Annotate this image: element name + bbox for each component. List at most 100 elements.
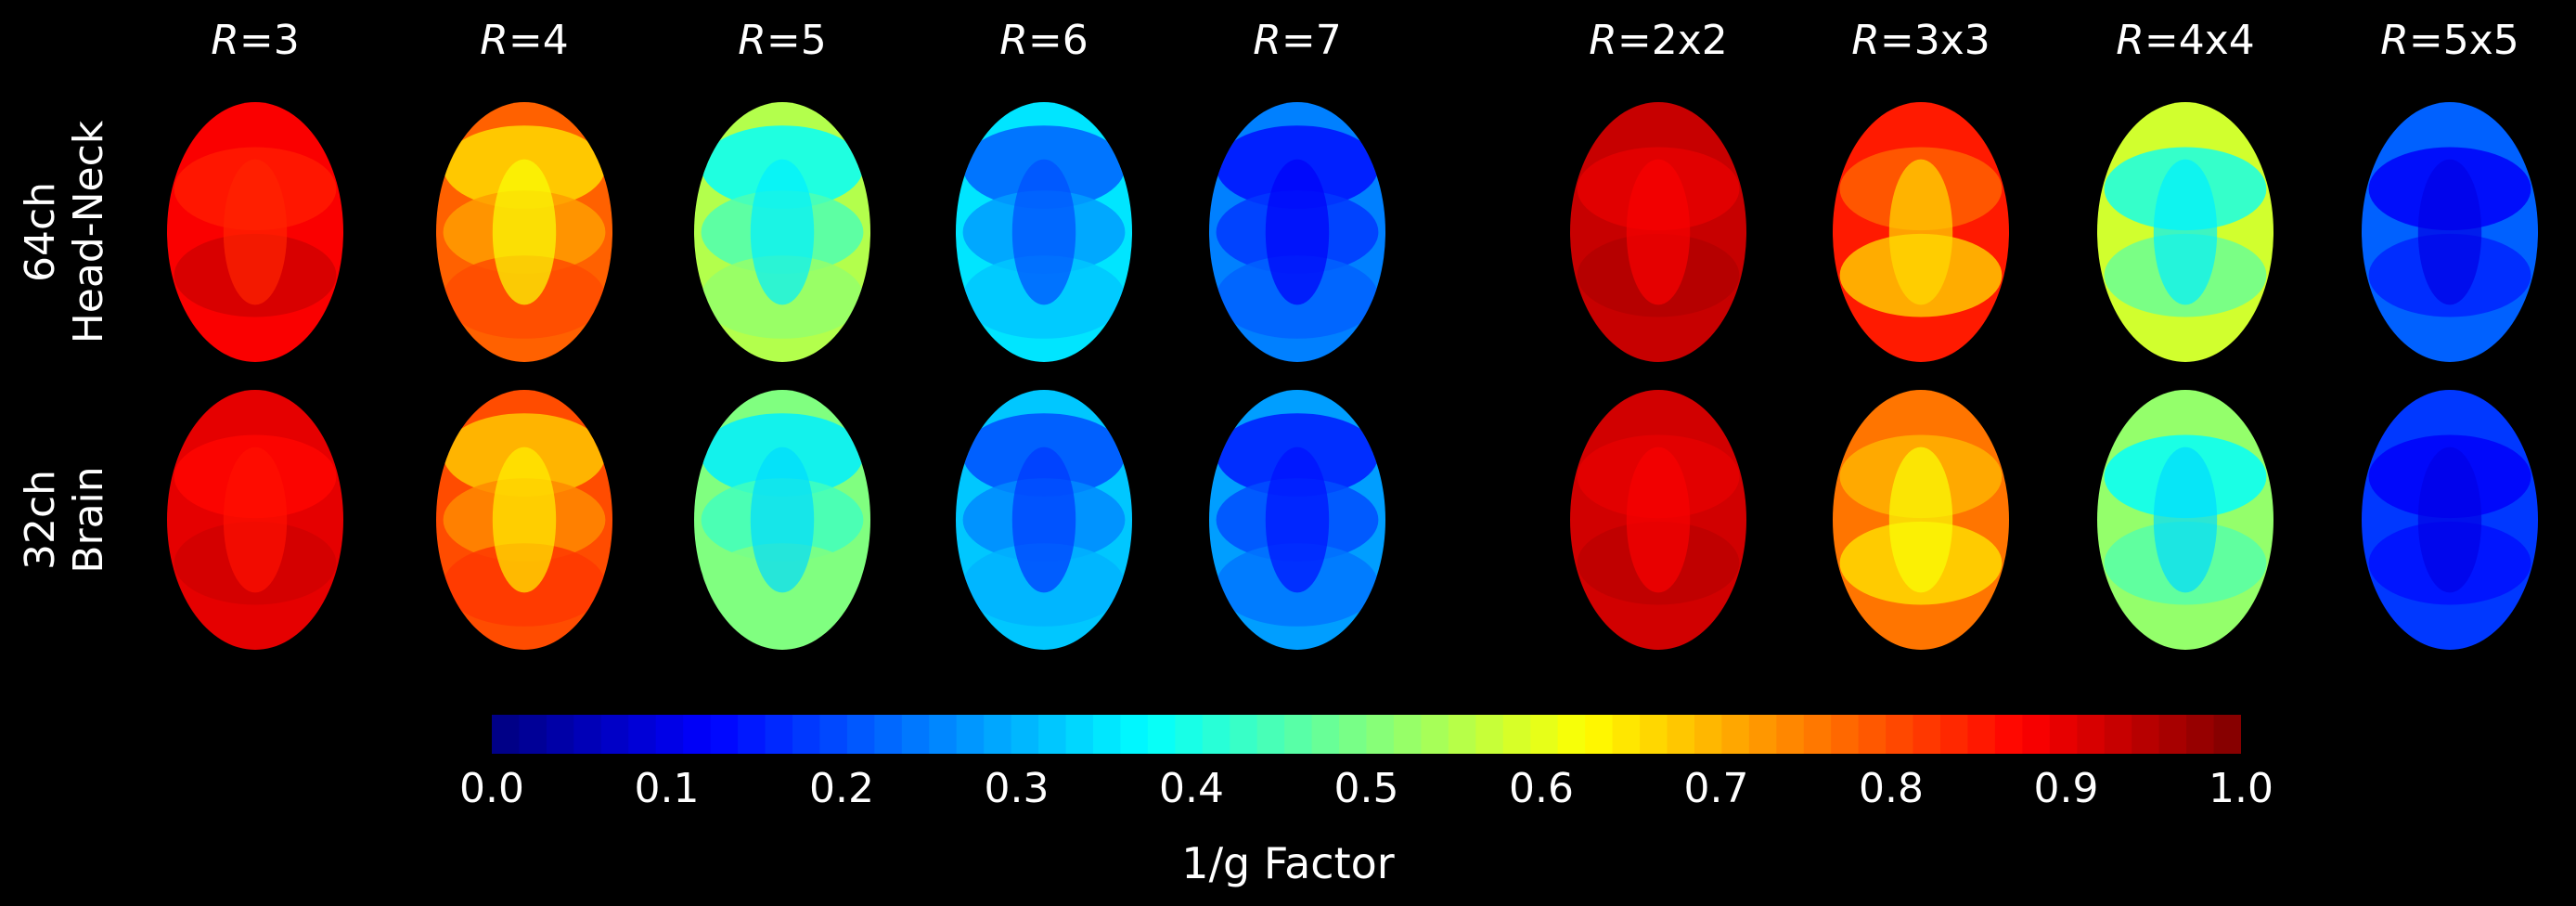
colorbar-segment xyxy=(1913,715,1941,754)
colorbar-tick-label: 0.5 xyxy=(1333,765,1399,812)
gfactor-map xyxy=(2362,390,2538,650)
colorbar-segment xyxy=(846,715,875,754)
gfactor-map xyxy=(1570,390,1746,650)
gfactor-map xyxy=(1570,102,1746,362)
colorbar-tick-label: 0.2 xyxy=(809,765,874,812)
colorbar-segment xyxy=(1175,715,1204,754)
map-core xyxy=(1265,447,1330,593)
map-core xyxy=(2153,447,2218,593)
colorbar-segment xyxy=(1393,715,1422,754)
colorbar-tick-label: 0.7 xyxy=(1683,765,1749,812)
colorbar-segment xyxy=(1339,715,1368,754)
gfactor-map xyxy=(2097,102,2273,362)
gfactor-map xyxy=(956,390,1132,650)
column-label: R=2x2 xyxy=(1589,17,1728,64)
colorbar-segment xyxy=(2049,715,2078,754)
column-label: R=6 xyxy=(999,17,1088,64)
gfactor-map xyxy=(1833,102,2009,362)
map-core xyxy=(1265,159,1330,305)
map-core xyxy=(750,447,815,593)
colorbar-segment xyxy=(1994,715,2023,754)
colorbar-segment xyxy=(1311,715,1340,754)
gfactor-map xyxy=(2362,102,2538,362)
colorbar-segment xyxy=(874,715,903,754)
colorbar-segment xyxy=(819,715,848,754)
colorbar-segment xyxy=(655,715,684,754)
colorbar-segment xyxy=(628,715,657,754)
colorbar-tick-label: 0.8 xyxy=(1859,765,1924,812)
map-core xyxy=(2417,159,2482,305)
colorbar-segment xyxy=(1886,715,1914,754)
colorbar-segment xyxy=(519,715,547,754)
colorbar-segment xyxy=(492,715,521,754)
colorbar-segment xyxy=(546,715,574,754)
colorbar-segment xyxy=(738,715,766,754)
colorbar-segment xyxy=(1147,715,1176,754)
gfactor-map xyxy=(1209,390,1385,650)
map-core xyxy=(1011,159,1076,305)
colorbar-segment xyxy=(1256,715,1285,754)
colorbar-tick-label: 1.0 xyxy=(2209,765,2273,812)
colorbar-tick-label: 0.1 xyxy=(634,765,700,812)
colorbar-segment xyxy=(683,715,712,754)
colorbar-tick-label: 0.0 xyxy=(459,765,524,812)
colorbar-segment xyxy=(1448,715,1476,754)
map-core xyxy=(1626,159,1691,305)
colorbar-segment xyxy=(956,715,985,754)
row-label: 64ch Head-Neck xyxy=(17,120,112,344)
colorbar-segment xyxy=(1803,715,1832,754)
colorbar xyxy=(492,715,2241,754)
gfactor-map xyxy=(2097,390,2273,650)
colorbar-segment xyxy=(1721,715,1750,754)
colorbar-segment xyxy=(2022,715,2051,754)
colorbar-segment xyxy=(1530,715,1559,754)
colorbar-segment xyxy=(929,715,958,754)
colorbar-segment xyxy=(1502,715,1531,754)
map-core xyxy=(1888,159,1953,305)
column-label: R=5x5 xyxy=(2380,17,2519,64)
colorbar-tick-label: 0.9 xyxy=(2033,765,2099,812)
map-core xyxy=(1011,447,1076,593)
map-core xyxy=(2417,447,2482,593)
column-label: R=7 xyxy=(1253,17,1342,64)
gfactor-map xyxy=(956,102,1132,362)
colorbar-segment xyxy=(1776,715,1805,754)
colorbar-segment xyxy=(2186,715,2215,754)
colorbar-label: 1/g Factor xyxy=(1181,838,1395,888)
map-core xyxy=(1626,447,1691,593)
colorbar-segment xyxy=(710,715,739,754)
column-label: R=4 xyxy=(480,17,569,64)
colorbar-segment xyxy=(1667,715,1695,754)
colorbar-segment xyxy=(2132,715,2160,754)
colorbar-segment xyxy=(901,715,930,754)
column-label: R=3x3 xyxy=(1851,17,1990,64)
colorbar-segment xyxy=(1694,715,1722,754)
gfactor-map xyxy=(1209,102,1385,362)
colorbar-segment xyxy=(1038,715,1067,754)
colorbar-segment xyxy=(1366,715,1395,754)
colorbar-segment xyxy=(600,715,629,754)
gfactor-map xyxy=(436,102,612,362)
map-core xyxy=(1888,447,1953,593)
map-core xyxy=(2153,159,2218,305)
column-label: R=4x4 xyxy=(2116,17,2255,64)
colorbar-tick-label: 0.3 xyxy=(984,765,1050,812)
colorbar-segment xyxy=(792,715,821,754)
colorbar-segment xyxy=(2104,715,2132,754)
colorbar-segment xyxy=(1967,715,1996,754)
colorbar-segment xyxy=(1421,715,1449,754)
colorbar-segment xyxy=(1065,715,1094,754)
gfactor-map xyxy=(167,390,343,650)
colorbar-tick-label: 0.4 xyxy=(1159,765,1224,812)
colorbar-segment xyxy=(2213,715,2241,754)
colorbar-segment xyxy=(1640,715,1668,754)
colorbar-segment xyxy=(2077,715,2106,754)
map-core xyxy=(492,447,557,593)
colorbar-segment xyxy=(1230,715,1258,754)
gfactor-map xyxy=(694,390,870,650)
colorbar-segment xyxy=(1858,715,1887,754)
column-label: R=3 xyxy=(211,17,300,64)
colorbar-segment xyxy=(1092,715,1122,754)
colorbar-segment xyxy=(984,715,1012,754)
